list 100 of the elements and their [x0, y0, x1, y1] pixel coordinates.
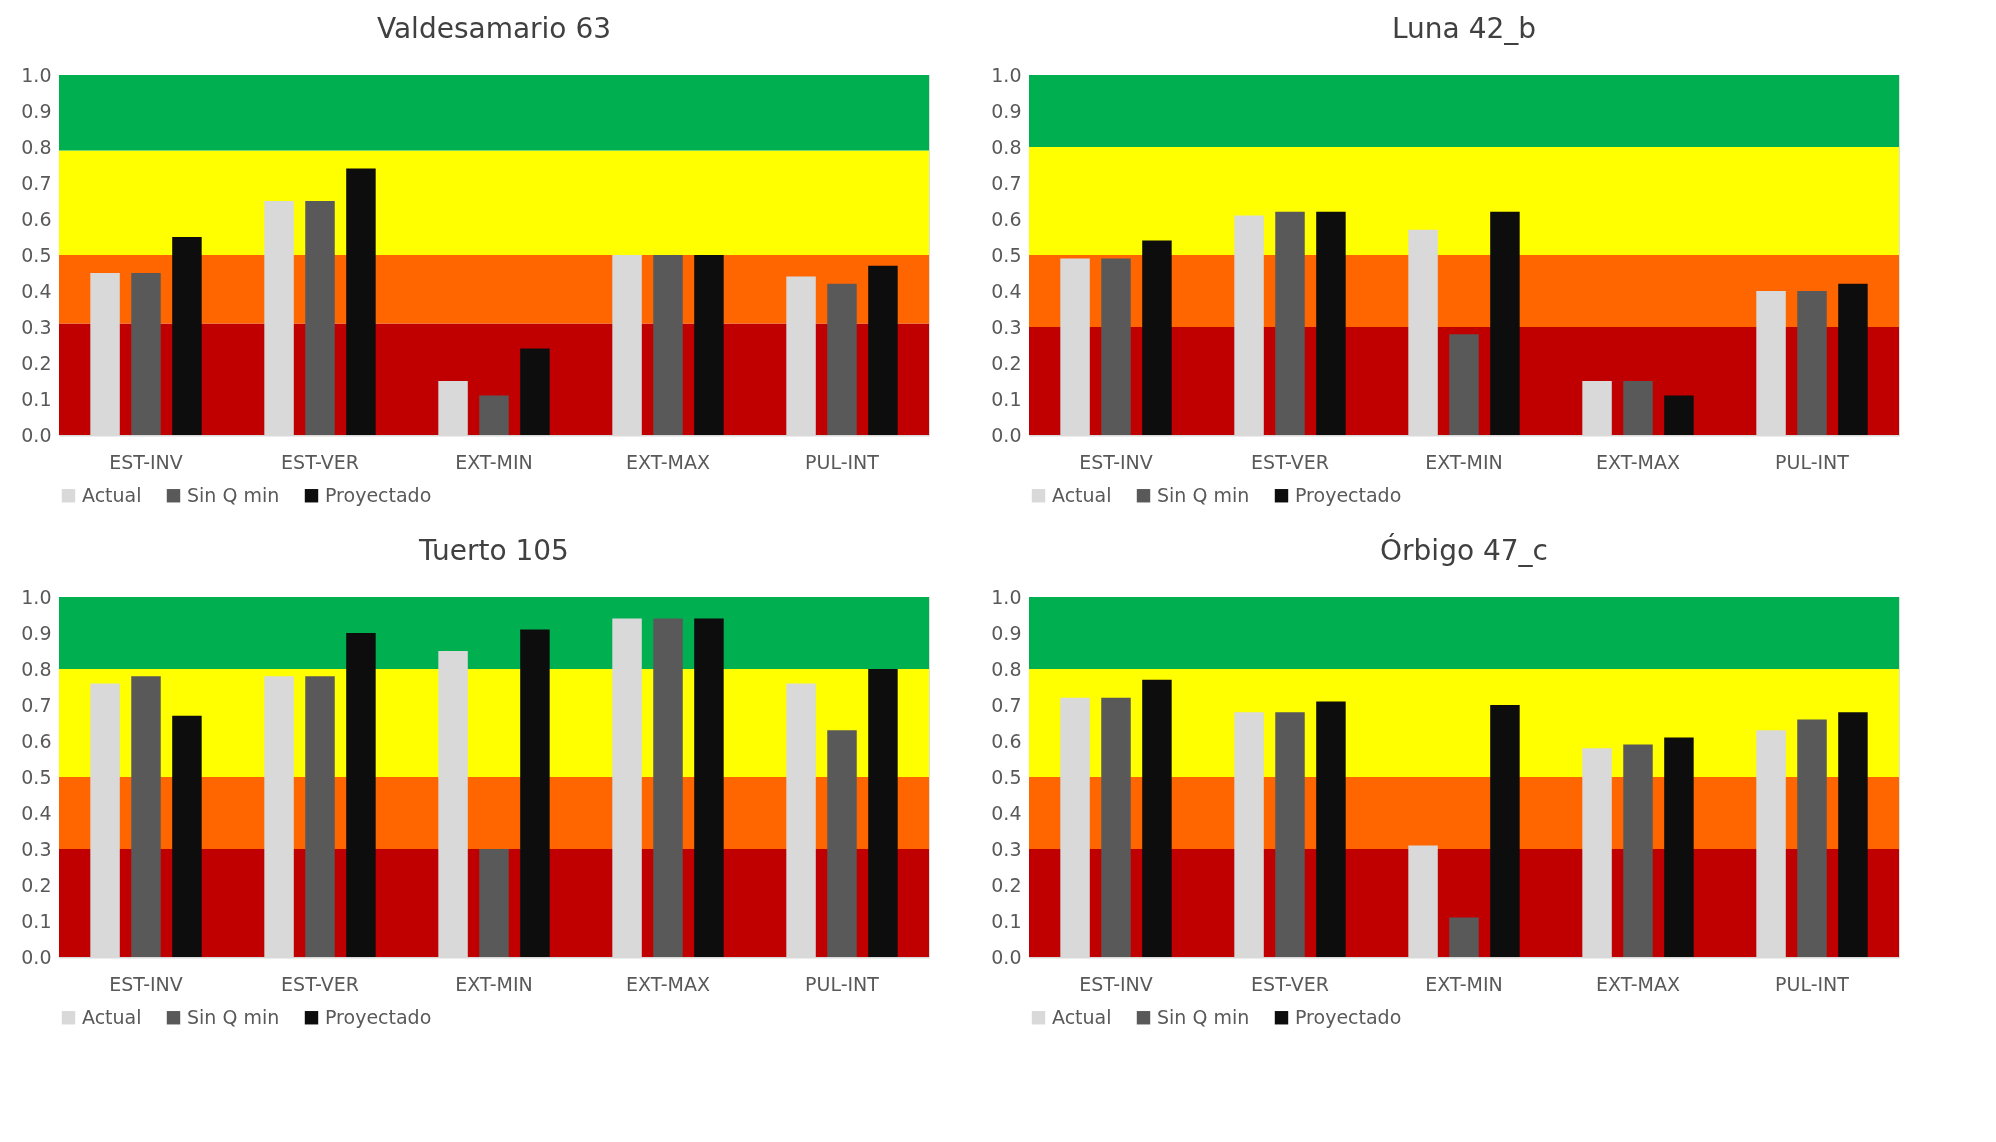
y-tick-label: 0.9: [21, 99, 52, 122]
x-tick-label: PUL-INT: [1775, 972, 1850, 995]
y-tick-label: 1.0: [991, 585, 1022, 608]
bar: [131, 273, 161, 435]
y-tick-label: 0.9: [991, 99, 1022, 122]
y-tick-label: 0.8: [991, 135, 1022, 158]
legend-label: Proyectado: [1295, 1005, 1402, 1028]
bar: [653, 255, 683, 435]
y-tick-label: 1.0: [991, 63, 1022, 86]
x-tick-label: EST-INV: [1079, 450, 1153, 473]
bar: [1664, 395, 1694, 435]
y-tick-label: 0.0: [991, 945, 1022, 968]
y-tick-label: 1.0: [21, 585, 52, 608]
bar: [1101, 697, 1131, 957]
bar: [1623, 381, 1653, 435]
bar: [346, 168, 376, 435]
legend-label: Proyectado: [1295, 483, 1402, 506]
bar: [1490, 705, 1520, 957]
legend-label: Actual: [82, 483, 142, 506]
x-tick-label: EST-VER: [1251, 972, 1329, 995]
bar: [1838, 712, 1868, 957]
bar: [694, 255, 724, 435]
y-tick-label: 0.2: [991, 351, 1022, 374]
legend-label: Proyectado: [325, 1005, 432, 1028]
legend-label: Sin Q min: [187, 483, 280, 506]
y-tick-label: 0.9: [21, 621, 52, 644]
y-tick-label: 0.0: [21, 945, 52, 968]
y-tick-label: 0.2: [21, 351, 52, 374]
chart-title: Órbigo 47_c: [1380, 533, 1548, 567]
legend-label: Proyectado: [325, 483, 432, 506]
x-tick-label: EXT-MIN: [1425, 972, 1503, 995]
x-tick-label: EXT-MAX: [626, 450, 710, 473]
bar: [1316, 701, 1346, 957]
x-tick-label: EST-VER: [281, 450, 359, 473]
x-tick-label: PUL-INT: [1775, 450, 1850, 473]
bar: [520, 348, 550, 435]
bar: [305, 676, 335, 957]
x-tick-label: EXT-MIN: [455, 450, 533, 473]
y-tick-label: 0.4: [21, 279, 52, 302]
bar: [1449, 334, 1479, 435]
bar: [1101, 258, 1131, 435]
y-tick-label: 0.1: [21, 387, 52, 410]
y-tick-label: 0.0: [991, 423, 1022, 446]
x-tick-label: EST-INV: [109, 972, 183, 995]
y-tick-label: 0.8: [991, 657, 1022, 680]
legend-label: Sin Q min: [187, 1005, 280, 1028]
bar: [172, 715, 202, 957]
legend-label: Sin Q min: [1157, 483, 1250, 506]
bar: [868, 669, 898, 957]
x-tick-label: EXT-MIN: [1425, 450, 1503, 473]
y-tick-label: 0.4: [991, 279, 1022, 302]
x-tick-label: EST-VER: [1251, 450, 1329, 473]
y-tick-label: 0.0: [21, 423, 52, 446]
bar: [131, 676, 161, 957]
y-tick-label: 0.1: [21, 909, 52, 932]
y-tick-label: 0.6: [21, 207, 52, 230]
legend-label: Actual: [82, 1005, 142, 1028]
bar: [827, 730, 857, 957]
y-tick-label: 0.1: [991, 909, 1022, 932]
x-tick-label: EXT-MAX: [1596, 450, 1680, 473]
bar: [479, 849, 509, 957]
legend-label: Sin Q min: [1157, 1005, 1250, 1028]
chart-title: Valdesamario 63: [376, 12, 612, 45]
bar: [1797, 291, 1827, 435]
bar: [346, 633, 376, 957]
bar: [1316, 211, 1346, 435]
y-tick-label: 0.5: [21, 243, 52, 266]
x-tick-label: PUL-INT: [805, 972, 880, 995]
y-tick-label: 0.3: [991, 315, 1022, 338]
x-tick-label: EXT-MAX: [626, 972, 710, 995]
y-tick-label: 0.5: [991, 765, 1022, 788]
chart-title: Tuerto 105: [418, 534, 569, 567]
legend-label: Actual: [1052, 1005, 1112, 1028]
y-tick-label: 0.9: [991, 621, 1022, 644]
bar: [1142, 240, 1172, 435]
bar: [694, 618, 724, 957]
bar: [1838, 283, 1868, 435]
bar: [653, 618, 683, 957]
bar: [172, 237, 202, 435]
bar: [1623, 744, 1653, 957]
y-tick-label: 0.7: [991, 693, 1022, 716]
bar: [1275, 712, 1305, 957]
bar: [1490, 211, 1520, 435]
chart-title: Luna 42_b: [1391, 12, 1537, 45]
y-tick-label: 0.7: [991, 171, 1022, 194]
y-tick-label: 0.6: [991, 729, 1022, 752]
y-tick-label: 0.3: [21, 315, 52, 338]
y-tick-label: 0.6: [21, 729, 52, 752]
y-tick-label: 0.4: [21, 801, 52, 824]
y-tick-label: 0.5: [991, 243, 1022, 266]
bar: [1797, 719, 1827, 957]
x-tick-label: EXT-MIN: [455, 972, 533, 995]
bar: [520, 629, 550, 957]
bar: [479, 395, 509, 435]
x-tick-label: PUL-INT: [805, 450, 880, 473]
y-tick-label: 0.2: [21, 873, 52, 896]
y-tick-label: 1.0: [21, 63, 52, 86]
y-tick-label: 0.4: [991, 801, 1022, 824]
y-tick-label: 0.3: [991, 837, 1022, 860]
x-tick-label: EST-VER: [281, 972, 359, 995]
